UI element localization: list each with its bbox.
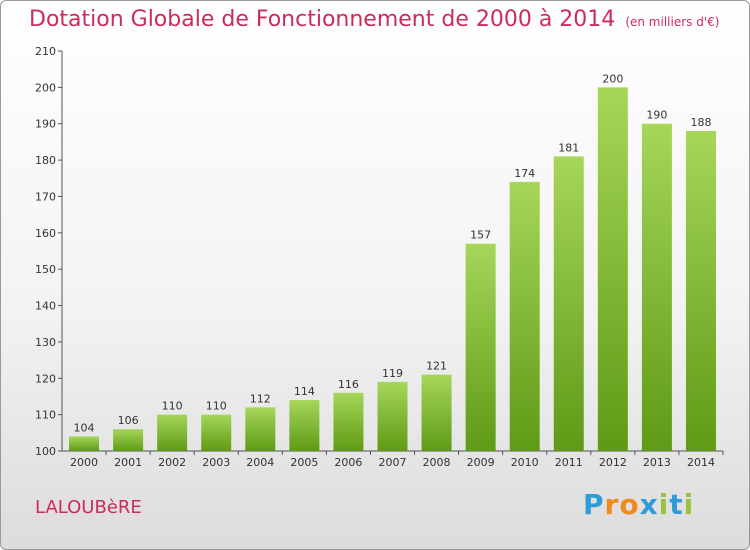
y-tick-label: 110: [35, 409, 56, 422]
x-tick-label: 2006: [334, 456, 362, 469]
bar-2009: [465, 243, 496, 451]
bar-2008: [421, 374, 452, 451]
x-tick-label: 2003: [202, 456, 230, 469]
y-tick-label: 210: [35, 45, 56, 58]
bar-value-label: 110: [162, 400, 183, 413]
x-tick-label: 2002: [158, 456, 186, 469]
bar-value-label: 200: [602, 72, 623, 85]
chart-axes: 100 110 120 130 140 150 160 170 180 190 200 210 2000…: [35, 45, 724, 469]
x-tick-label: 2009: [467, 456, 495, 469]
y-tick-label: 190: [35, 118, 56, 131]
bar-value-label: 110: [206, 400, 227, 413]
proxiti-logo-letter: x: [639, 488, 659, 521]
x-tick-label: 2014: [687, 456, 715, 469]
x-tick-label: 2012: [599, 456, 627, 469]
y-tick-label: 180: [35, 154, 56, 167]
bar-2002: [157, 414, 188, 451]
x-tick-label: 2004: [246, 456, 274, 469]
x-tick-label: 2007: [379, 456, 407, 469]
proxiti-logo-letter: t: [669, 488, 684, 521]
bar-2010: [509, 181, 540, 451]
chart-unit: (en milliers d'€): [625, 15, 720, 29]
bar-2000: [69, 436, 100, 451]
commune-name: LALOUBèRE: [35, 497, 142, 518]
bar-value-label: 114: [294, 385, 315, 398]
chart-title-text: Dotation Globale de Fonctionnement de 20…: [29, 7, 616, 32]
x-tick-label: 2001: [114, 456, 142, 469]
bar-2012: [597, 87, 628, 451]
y-tick-label: 100: [35, 445, 56, 458]
bar-value-label: 121: [426, 360, 447, 373]
y-tick-label: 140: [35, 300, 56, 313]
y-tick-label: 130: [35, 336, 56, 349]
proxiti-logo-letter: P: [583, 488, 605, 521]
proxiti-logo-letter: i: [683, 488, 695, 521]
proxiti-logo: Proxiti: [583, 488, 694, 521]
x-tick-label: 2011: [555, 456, 583, 469]
chart-value-labels: 104 106 110 110 112 114 116 119 121 157 174 181 200 1…: [74, 72, 712, 434]
bar-value-label: 188: [690, 116, 711, 129]
bar-value-label: 181: [558, 141, 579, 154]
bar-2003: [201, 414, 232, 451]
bar-value-label: 104: [74, 421, 95, 434]
bar-value-label: 190: [646, 109, 667, 122]
bar-2004: [245, 407, 276, 451]
bar-2014: [685, 131, 716, 451]
chart-title: Dotation Globale de Fonctionnement de 20…: [29, 7, 719, 32]
y-tick-label: 120: [35, 372, 56, 385]
y-tick-label: 170: [35, 190, 56, 203]
bar-2006: [333, 392, 364, 451]
bar-2011: [553, 156, 584, 452]
x-tick-label: 2013: [643, 456, 671, 469]
bar-2007: [377, 381, 408, 451]
y-tick-label: 160: [35, 227, 56, 240]
bar-value-label: 106: [118, 414, 139, 427]
chart-bars: [69, 87, 716, 452]
proxiti-logo-letter: i: [658, 488, 670, 521]
bar-value-label: 174: [514, 167, 535, 180]
x-tick-label: 2010: [511, 456, 539, 469]
bar-2001: [113, 429, 144, 451]
proxiti-logo-letter: o: [619, 488, 640, 521]
x-tick-label: 2005: [290, 456, 318, 469]
x-tick-label: 2008: [423, 456, 451, 469]
bar-value-label: 157: [470, 229, 491, 242]
x-tick-label: 2000: [70, 456, 98, 469]
bar-value-label: 112: [250, 392, 271, 405]
bar-2013: [641, 123, 672, 452]
y-tick-label: 150: [35, 263, 56, 276]
proxiti-logo-letter: r: [604, 488, 620, 521]
y-tick-label: 200: [35, 81, 56, 94]
bar-value-label: 116: [338, 378, 359, 391]
bar-2005: [289, 400, 320, 451]
bar-value-label: 119: [382, 367, 403, 380]
